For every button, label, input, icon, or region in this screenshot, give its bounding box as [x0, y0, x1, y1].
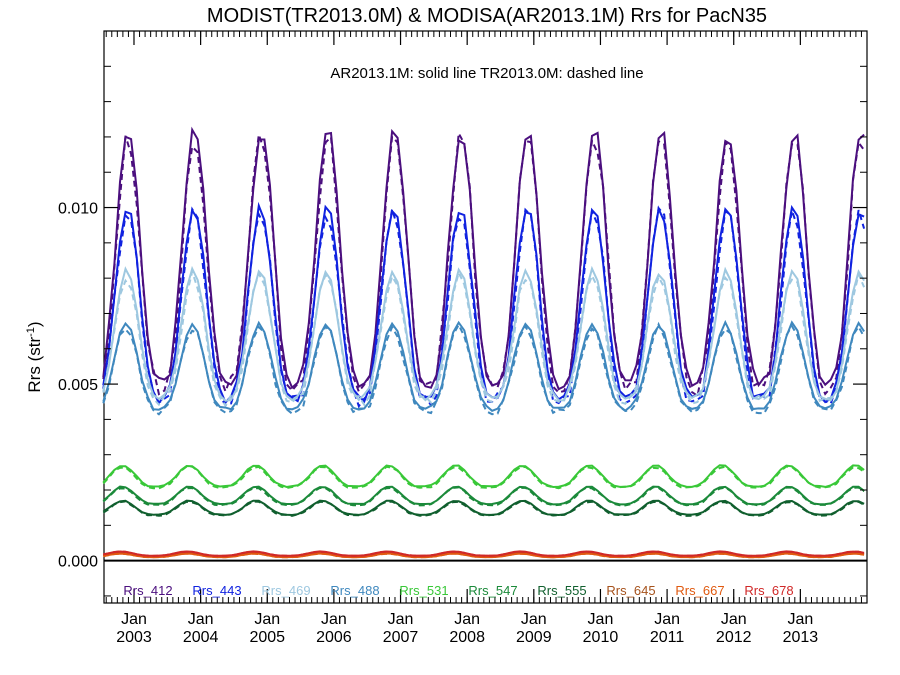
legend-entry: Rrs_555 [537, 583, 586, 598]
chart-title: MODIST(TR2013.0M) & MODISA(AR2013.1M) Rr… [207, 5, 767, 27]
x-tick-year-label: 2006 [316, 629, 352, 646]
axis-layer: 0.0000.0050.010Jan2003Jan2004Jan2005Jan2… [58, 31, 868, 646]
y-tick-label: 0.010 [58, 201, 98, 218]
y-axis-label-close: ) [25, 321, 44, 327]
dashed-line-rrs-469 [102, 267, 866, 408]
x-tick-year-label: 2009 [516, 629, 552, 646]
legend-entry: Rrs_412 [123, 583, 172, 598]
x-tick-month-label: Jan [588, 611, 614, 628]
chart-annotation: AR2013.1M: solid line TR2013.0M: dashed … [330, 65, 643, 82]
solid-line-rrs-555 [102, 499, 865, 517]
x-tick-month-label: Jan [121, 611, 147, 628]
solid-line-rrs-678 [103, 550, 865, 557]
solid-line-rrs-412 [102, 126, 865, 391]
legend-entry: Rrs_645 [606, 583, 655, 598]
series-rrs-555 [102, 499, 865, 517]
x-tick-year-label: 2003 [116, 629, 152, 646]
y-axis-label-text: Rrs (str [25, 337, 44, 393]
series-rrs-547 [102, 485, 865, 507]
plot-frame [103, 30, 868, 604]
x-tick-month-label: Jan [521, 611, 547, 628]
series-rrs-443 [102, 201, 866, 409]
solid-line-rrs-531 [102, 464, 865, 489]
x-tick-year-label: 2008 [449, 629, 485, 646]
y-axis-label-sup: -1 [25, 327, 37, 337]
x-tick-year-label: 2005 [249, 629, 285, 646]
series-layer [102, 126, 866, 559]
x-tick-year-label: 2011 [650, 629, 685, 646]
series-rrs-667 [103, 552, 865, 559]
y-tick-label: 0.000 [58, 554, 98, 571]
x-tick-month-label: Jan [787, 611, 813, 628]
x-tick-month-label: Jan [254, 611, 280, 628]
x-tick-month-label: Jan [654, 611, 680, 628]
x-tick-year-label: 2004 [183, 629, 219, 646]
x-tick-month-label: Jan [388, 611, 414, 628]
legend-entry: Rrs_667 [675, 583, 724, 598]
solid-line-rrs-488 [102, 319, 865, 412]
legend-entry: Rrs_678 [744, 583, 793, 598]
series-rrs-469 [102, 265, 866, 408]
series-rrs-678 [103, 550, 865, 557]
solid-line-rrs-667 [103, 552, 865, 559]
solid-line-rrs-443 [102, 201, 865, 405]
series-rrs-531 [102, 464, 865, 490]
legend-entry: Rrs_488 [330, 583, 379, 598]
solid-line-rrs-469 [102, 265, 865, 402]
legend-entry: Rrs_547 [468, 583, 517, 598]
solid-line-rrs-547 [102, 485, 865, 506]
y-tick-label: 0.005 [58, 377, 98, 394]
legend-entry: Rrs_531 [399, 583, 448, 598]
x-tick-year-label: 2013 [783, 629, 819, 646]
series-rrs-488 [102, 319, 865, 416]
x-tick-year-label: 2007 [383, 629, 419, 646]
x-tick-year-label: 2012 [716, 629, 752, 646]
x-tick-month-label: Jan [188, 611, 214, 628]
x-tick-month-label: Jan [721, 611, 747, 628]
legend: Rrs_412 Rrs_443 Rrs_469 Rrs_488 Rrs_531 Rrs_5… [123, 583, 793, 598]
series-rrs-412 [102, 126, 865, 398]
plot-area [103, 30, 868, 604]
x-tick-year-label: 2010 [583, 629, 619, 646]
x-tick-month-label: Jan [454, 611, 480, 628]
legend-entry: Rrs_469 [261, 583, 310, 598]
legend-entry: Rrs_443 [192, 583, 241, 598]
x-tick-month-label: Jan [321, 611, 347, 628]
y-axis-label: Rrs (str-1) [25, 321, 44, 392]
